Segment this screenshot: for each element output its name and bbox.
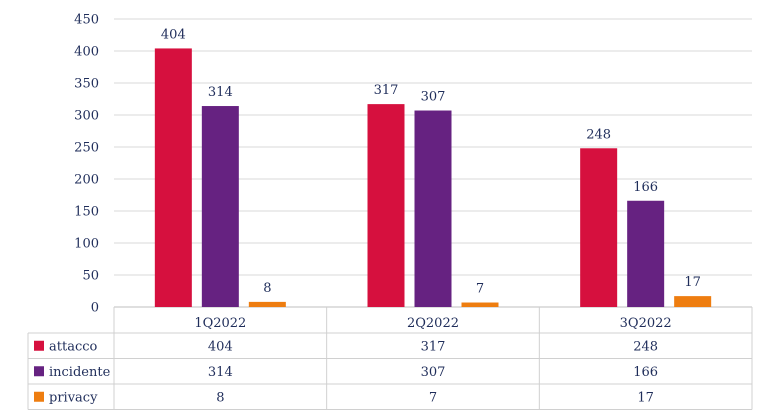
data-label: 7 [476, 282, 484, 297]
bar-attacco-3Q2022 [580, 148, 618, 307]
category-label: 2Q2022 [407, 316, 459, 331]
data-label: 314 [208, 85, 233, 100]
bars [154, 48, 712, 308]
table-cell: 317 [421, 339, 446, 354]
y-tick-label: 250 [74, 141, 99, 156]
bar-incidente-2Q2022 [414, 110, 452, 308]
table-cell: 7 [429, 390, 437, 405]
data-label: 404 [161, 27, 186, 42]
y-tick-label: 350 [74, 77, 99, 92]
y-tick-label: 0 [91, 301, 99, 316]
data-label: 307 [421, 90, 446, 105]
table-cell: 17 [637, 390, 654, 405]
bar-privacy-3Q2022 [674, 296, 712, 307]
table-cell: 314 [208, 365, 233, 380]
y-axis: 0 50 100 150 200 250 300 350 400 450 [74, 13, 99, 316]
data-label: 317 [374, 83, 399, 98]
legend-key-incidente [34, 366, 44, 377]
bar-attacco-1Q2022 [154, 48, 192, 307]
legend-label: privacy [49, 390, 98, 405]
bar-attacco-2Q2022 [367, 104, 405, 308]
data-label: 8 [263, 281, 271, 296]
table-cell: 248 [633, 339, 658, 354]
bar-privacy-1Q2022 [248, 301, 286, 307]
y-tick-label: 200 [74, 173, 99, 188]
category-label: 3Q2022 [620, 316, 672, 331]
legend-label: attacco [49, 339, 98, 354]
data-label: 17 [684, 275, 701, 290]
data-labels: 404 317 248 314 307 166 8 7 17 [161, 27, 701, 296]
y-tick-label: 450 [74, 13, 99, 28]
bar-incidente-3Q2022 [627, 200, 665, 307]
table-cell: 166 [633, 365, 658, 380]
bar-privacy-2Q2022 [461, 302, 499, 307]
legend-key-attacco [34, 340, 44, 351]
data-label: 166 [633, 180, 658, 195]
legend-key-privacy [34, 391, 44, 402]
y-tick-label: 300 [74, 109, 99, 124]
bar-incidente-1Q2022 [201, 106, 239, 307]
legend-label: incidente [49, 365, 111, 380]
y-tick-label: 100 [74, 237, 99, 252]
table-cell: 307 [421, 365, 446, 380]
y-tick-label: 50 [82, 269, 99, 284]
table-cell: 8 [216, 390, 224, 405]
data-table: 1Q2022 2Q2022 3Q2022 attacco 404 317 248 incide… [27, 307, 753, 410]
data-label: 248 [586, 127, 611, 142]
category-label: 1Q2022 [194, 316, 246, 331]
y-tick-label: 150 [74, 205, 99, 220]
y-tick-label: 400 [74, 45, 99, 60]
table-cell: 404 [208, 339, 233, 354]
